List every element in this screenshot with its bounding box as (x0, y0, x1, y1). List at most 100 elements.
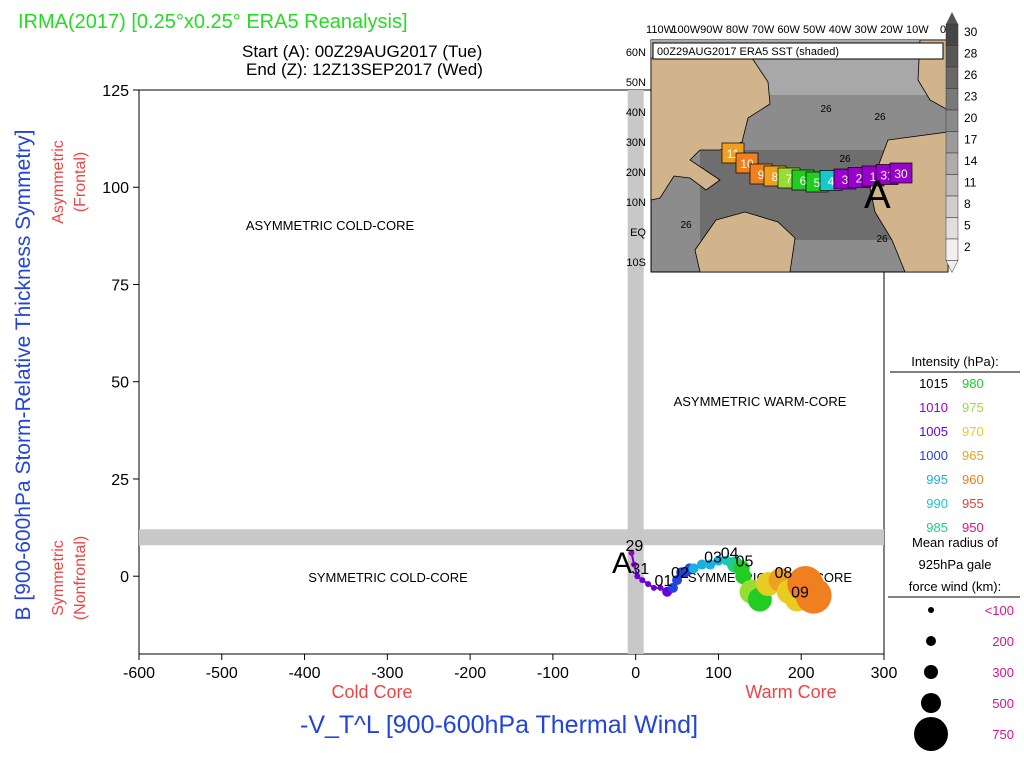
colorbar-swatch (945, 174, 959, 197)
inset-title: 00Z29AUG2017 ERA5 SST (shaded) (657, 46, 839, 58)
radius-legend-dot (928, 607, 934, 613)
track-day-label: 08 (775, 565, 793, 582)
x-tick-label: 200 (788, 665, 815, 682)
colorbar-swatch (945, 88, 959, 111)
inset-lon-label: 40W (829, 24, 852, 36)
inset-track-label: 9 (758, 168, 765, 182)
y-tick-label: 75 (111, 277, 129, 294)
y-tick-label: 0 (120, 569, 129, 586)
radius-legend-label: 750 (992, 727, 1014, 742)
radius-legend-dot (924, 665, 938, 679)
inset-contour-label: 26 (820, 104, 832, 115)
cyclone-track (628, 549, 832, 614)
track-day-label: 04 (721, 546, 739, 563)
colorbar-tick-label: 26 (964, 68, 978, 82)
inset-track-label: 3 (842, 173, 849, 187)
inset-start-marker: A (864, 173, 891, 217)
land-north-america (650, 57, 771, 201)
x-tick-label: -400 (289, 665, 321, 682)
intensity-legend-entry: 1010 (919, 400, 948, 415)
inset-track-label: 6 (800, 174, 807, 188)
intensity-legend-entry: 970 (962, 424, 984, 439)
inset-lat-label: 10N (626, 197, 646, 209)
track-point (672, 575, 683, 586)
track-day-label: 01 (655, 573, 673, 590)
intensity-legend-entry: 990 (926, 496, 948, 511)
inset-lon-label: 80W (726, 24, 749, 36)
colorbar-tick-label: 20 (964, 111, 978, 125)
track-point (705, 559, 716, 570)
track-point (634, 573, 641, 580)
colorbar-swatch (945, 109, 959, 132)
x-axis-label: -V_T^L [900-600hPa Thermal Wind] (300, 711, 698, 739)
inset-lon-label: 10W (906, 24, 929, 36)
quadrant-acc: ASYMMETRIC COLD-CORE (246, 218, 415, 233)
colorbar-tick-label: 5 (964, 219, 971, 233)
inset-lat-label: 10S (626, 257, 646, 269)
y-ticks: 0 25 50 75 100 125 (102, 83, 139, 586)
intensity-legend-entry: 955 (962, 496, 984, 511)
radius-legend-dot (921, 693, 941, 713)
inset-title-box (652, 42, 944, 60)
track-point (650, 584, 657, 591)
radius-title: Mean radius of 925hPa gale force wind (km)… (909, 535, 1001, 594)
intensity-legend-entry: 950 (962, 520, 984, 535)
x-side-warm: Warm Core (745, 682, 836, 702)
reference-band-horizontal (139, 529, 884, 546)
radius-legend-label: 200 (992, 634, 1014, 649)
inset-track-label: 8 (772, 170, 779, 184)
colorbar-bottom-arrow (945, 260, 959, 274)
reference-band-vertical (627, 90, 644, 654)
track-point (713, 555, 724, 566)
colorbar-tick-label: 11 (964, 176, 977, 190)
x-tick-label: -500 (206, 665, 238, 682)
radius-title-line: 925hPa gale (918, 557, 991, 572)
colorbar-swatch (945, 23, 959, 46)
x-tick-label: -600 (123, 665, 155, 682)
y-side-asym-sub: (Frontal) (72, 152, 89, 212)
colorbar-tick-label: 28 (964, 47, 978, 61)
inset-lon-label: 110W (646, 24, 675, 36)
colorbar-tick-label: 14 (964, 154, 978, 168)
inset-contour-label: 26 (874, 112, 886, 123)
inset-contour-label: 26 (839, 154, 851, 165)
inset-lon-label: 90W (700, 24, 723, 36)
x-tick-label: 0 (631, 665, 640, 682)
colorbar-swatch (945, 195, 959, 218)
track-point (631, 561, 638, 568)
inset-track-label: 2 (856, 172, 863, 186)
track-point (688, 563, 699, 574)
intensity-legend-entry: 960 (962, 472, 984, 487)
colorbar-swatch (945, 152, 959, 175)
intensity-legend-entry: 985 (926, 520, 948, 535)
x-tick-label: 300 (871, 665, 898, 682)
track-point (657, 584, 664, 591)
inset-track-label: 7 (786, 172, 793, 186)
quadrant-awc: ASYMMETRIC WARM-CORE (674, 394, 847, 409)
radius-legend-label: 300 (992, 665, 1014, 680)
x-tick-label: 100 (705, 665, 732, 682)
y-side-sym: Symmetric (50, 540, 67, 616)
inset-track-label: 1 (870, 170, 877, 184)
track-day-label: 29 (626, 538, 644, 555)
radius-title-line: Mean radius of (912, 535, 998, 550)
track-point (645, 580, 652, 587)
colorbar-tick-label: 2 (964, 240, 971, 254)
start-label: Start (A): 00Z29AUG2017 (Tue) (242, 42, 482, 61)
end-label: End (Z): 12Z13SEP2017 (Wed) (246, 60, 483, 79)
track-day-label: 03 (704, 550, 722, 567)
inset-lon-label: 50W (803, 24, 826, 36)
colorbar-swatch (945, 131, 959, 154)
colorbar-swatch (945, 217, 959, 240)
intensity-title: Intensity (hPa): (911, 354, 998, 369)
inset-track-box (889, 162, 913, 184)
y-tick-label: 125 (102, 83, 129, 100)
inset-track-label: 5 (814, 176, 821, 190)
radius-title-line: force wind (km): (909, 579, 1001, 594)
